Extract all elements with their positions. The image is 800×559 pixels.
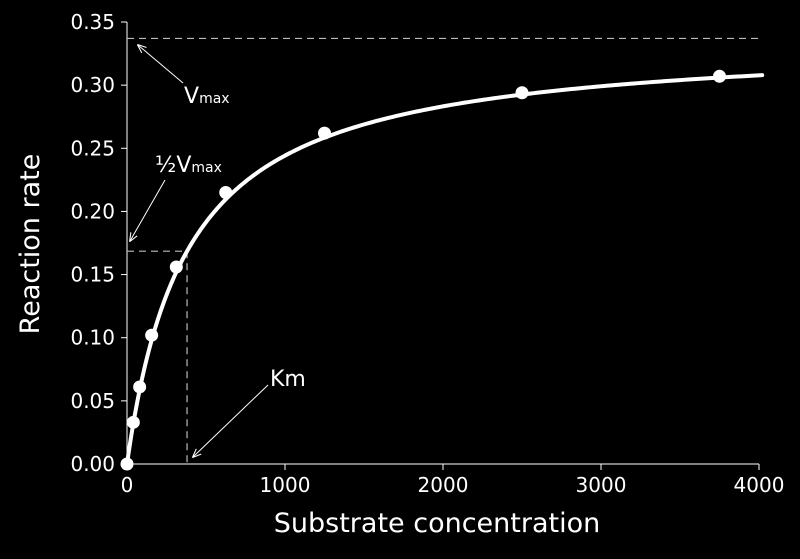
data-point (169, 260, 183, 274)
y-tick-label: 0.25 (70, 136, 115, 160)
y-tick-label: 0.15 (70, 263, 115, 287)
x-tick-label: 2000 (418, 473, 469, 497)
y-ticks: 0.00 0.05 0.10 0.15 0.20 0.25 0.30 0.35 (70, 10, 127, 476)
x-tick-label: 4000 (734, 473, 785, 497)
km-label: Km (270, 367, 306, 392)
data-point (515, 86, 529, 100)
data-point (133, 380, 147, 394)
y-tick-label: 0.20 (70, 199, 115, 223)
y-tick-label: 0.30 (70, 73, 115, 97)
data-point (219, 185, 233, 199)
y-axis-title: Reaction rate (15, 154, 46, 335)
data-point (713, 69, 726, 83)
y-tick-label: 0.05 (70, 389, 115, 413)
fit-curve (125, 73, 765, 466)
annotations: Vmax ½Vmax Km (130, 45, 306, 457)
data-point (145, 328, 159, 342)
data-point (120, 457, 134, 471)
vmax-arrow (138, 45, 184, 84)
data-point (126, 415, 140, 429)
data-point (318, 126, 331, 140)
y-tick-label: 0.00 (70, 452, 115, 476)
x-tick-label: 3000 (576, 473, 627, 497)
x-tick-label: 1000 (260, 473, 311, 497)
y-tick-label: 0.35 (70, 10, 115, 34)
y-tick-label: 0.10 (70, 326, 115, 350)
half-vmax-arrow (130, 179, 166, 241)
axes (126, 22, 759, 465)
x-ticks: 0 1000 2000 3000 4000 (121, 464, 785, 497)
x-tick-label: 0 (121, 473, 134, 497)
vmax-label: Vmax (184, 84, 230, 109)
half-vmax-label: ½Vmax (155, 153, 222, 178)
x-axis-title: Substrate concentration (274, 508, 600, 539)
guide-lines (127, 37, 759, 464)
data-points (120, 69, 726, 471)
km-arrow (193, 384, 269, 457)
